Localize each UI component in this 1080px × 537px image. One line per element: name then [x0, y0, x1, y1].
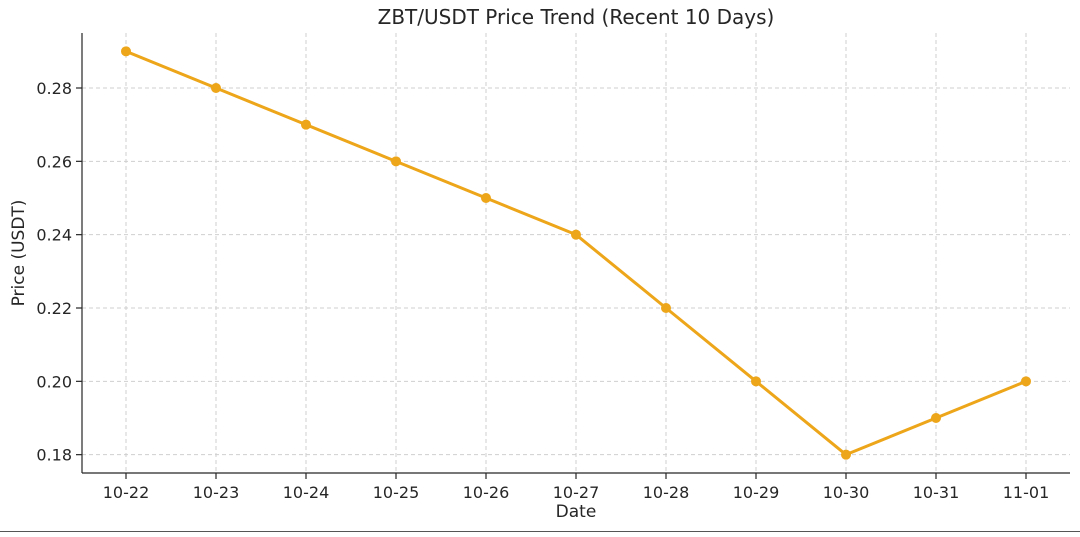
price-data-point — [571, 229, 581, 240]
y-tick-label: 0.18 — [36, 446, 72, 465]
y-tick-label: 0.24 — [36, 226, 72, 245]
y-tick-label: 0.28 — [36, 79, 72, 98]
y-axis-label: Price (USDT) — [9, 200, 29, 307]
price-data-point — [481, 193, 491, 203]
x-tick-label: 10-28 — [643, 483, 690, 502]
y-tick-label: 0.20 — [36, 372, 72, 391]
price-data-point — [391, 156, 401, 167]
y-tick-label: 0.22 — [36, 299, 72, 318]
price-data-point — [1021, 376, 1031, 387]
series-layer — [121, 46, 1031, 460]
price-data-point — [211, 83, 221, 93]
grid-layer — [82, 33, 1070, 473]
price-data-point — [751, 376, 761, 387]
x-axis-label: Date — [556, 502, 597, 522]
x-tick-label: 10-26 — [463, 483, 510, 502]
x-tick-label: 10-31 — [913, 483, 960, 502]
price-data-point — [661, 303, 671, 313]
price-data-point — [301, 119, 311, 130]
x-tick-label: 10-24 — [283, 483, 330, 502]
ticks-layer: 10-22 10-23 10-24 10-25 10-26 10-27 10-28 10-29… — [36, 79, 1049, 502]
chart-title: ZBT/USDT Price Trend (Recent 10 Days) — [378, 5, 775, 29]
x-tick-label: 10-25 — [373, 483, 420, 502]
x-tick-label: 10-29 — [733, 483, 780, 502]
x-tick-label: 10-30 — [823, 483, 870, 502]
x-tick-label: 10-23 — [193, 483, 240, 502]
y-tick-label: 0.26 — [36, 152, 72, 171]
price-data-point — [121, 46, 131, 57]
x-tick-label: 10-27 — [553, 483, 600, 502]
x-tick-label: 10-22 — [103, 483, 150, 502]
x-tick-label: 11-01 — [1003, 483, 1050, 502]
price-data-point — [931, 413, 941, 423]
price-data-point — [841, 449, 851, 460]
